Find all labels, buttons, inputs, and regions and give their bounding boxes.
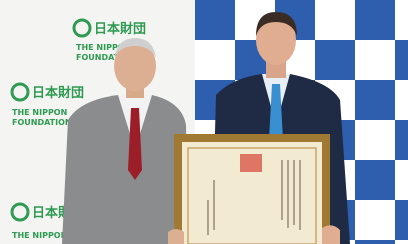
logo-text: THE NIPPON (12, 231, 67, 240)
hand (322, 225, 340, 244)
logo-text: THE NIPPON (12, 108, 67, 117)
certificate-seal (240, 154, 262, 172)
photo: 日本財団 THE NIPPON FOUNDATION 日本財団 THE NIPP… (0, 0, 408, 244)
logo-mark: 日本財団 (32, 85, 84, 101)
logo-text: FOUNDATION (12, 118, 72, 127)
certificate (174, 134, 330, 244)
hand (168, 229, 184, 244)
page: 日本財団 THE NIPPON FOUNDATION 日本財団 THE NIPP… (0, 0, 408, 244)
logo-mark: 日本財団 (94, 21, 146, 37)
